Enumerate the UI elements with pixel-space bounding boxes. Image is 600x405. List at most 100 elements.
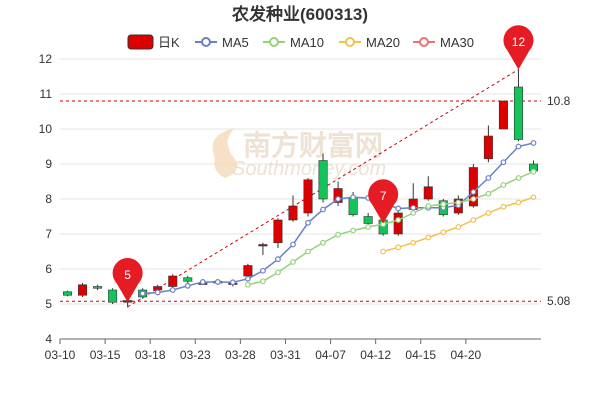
ma10-point [485, 190, 492, 197]
ma5-point [485, 175, 492, 181]
candle-body [153, 286, 163, 291]
x-tick-label: 04-07 [315, 348, 346, 362]
ma10-point [290, 259, 296, 265]
ma10-point [515, 175, 522, 181]
ma20-point [395, 244, 402, 251]
ma10-point [530, 168, 537, 175]
legend-label: MA5 [222, 35, 249, 50]
legend-symbol-candle [127, 34, 154, 50]
ref-line-label: 10.8 [547, 94, 571, 108]
x-tick-label: 03-31 [270, 348, 301, 362]
candle-body [468, 167, 478, 207]
ma5-point [184, 282, 191, 289]
ma5-point [500, 159, 507, 166]
ma5-point [275, 256, 281, 263]
ma20-point [380, 248, 387, 255]
ma20-point [515, 199, 522, 206]
ma5-point [169, 287, 176, 293]
legend-label: MA30 [440, 35, 474, 50]
candle-body [498, 100, 508, 130]
ma20-point [410, 239, 417, 246]
marker-label: 7 [380, 189, 387, 203]
ma5-point [470, 189, 477, 195]
ma20-point [455, 224, 462, 230]
candle-body [423, 186, 433, 200]
ma20-point [485, 210, 492, 216]
x-tick-label: 03-10 [45, 348, 76, 362]
candle-body [183, 277, 193, 282]
watermark-title: 南方财富网 [243, 129, 383, 161]
x-axis: 03-10 03-15 03-18 03-23 03-28 03-31 04-07 04-12… [45, 338, 541, 362]
marker-pin [368, 179, 399, 224]
marker-pin [112, 258, 143, 303]
ma10-point [260, 278, 266, 285]
ma10-point [335, 231, 341, 238]
legend-symbol-dot [419, 37, 429, 47]
candle-body [273, 219, 283, 244]
ma5-point [154, 289, 161, 296]
ma5-point [139, 290, 146, 297]
ma10-point [244, 281, 251, 288]
y-tick-label: 10 [39, 122, 53, 136]
ma5-point [214, 279, 221, 285]
y-axis: 4 5 6 7 8 9 10 11 12 [39, 52, 53, 346]
ma5-point [350, 194, 357, 201]
y-tick-label: 8 [45, 192, 52, 206]
ma5-point [199, 279, 206, 285]
ma5-point [260, 267, 266, 274]
ma5-point [515, 143, 522, 150]
marker-label: 5 [124, 268, 131, 282]
ma5-point [290, 241, 296, 248]
legend-label: MA10 [290, 35, 324, 50]
ma10-point [500, 182, 507, 188]
candle-body [333, 188, 343, 203]
x-tick-label: 03-18 [135, 348, 166, 362]
ma20-point [425, 234, 432, 241]
y-tick-label: 11 [40, 87, 53, 101]
legend-symbol-dot [201, 37, 211, 47]
y-tick-label: 5 [45, 297, 52, 311]
candle-body [393, 212, 403, 235]
ma10-point [410, 210, 417, 216]
moving-average-lines [139, 140, 537, 297]
candles [63, 69, 538, 308]
y-tick-label: 9 [45, 157, 52, 171]
ma10-point [365, 224, 372, 230]
ma5-point [244, 275, 251, 282]
ma10-point [425, 203, 432, 209]
candle-body [318, 160, 328, 200]
chart-title: 农发种业(600313) [231, 4, 368, 24]
ma20-point [530, 194, 537, 201]
ma10-point [440, 201, 447, 208]
candle-body [108, 289, 118, 303]
marker-label: 12 [512, 35, 526, 49]
candle-body [363, 216, 373, 224]
ma10-point [455, 199, 462, 206]
legend-symbol-dot [345, 37, 355, 47]
x-tick-label: 04-20 [450, 348, 481, 362]
legend-label: MA20 [366, 35, 400, 50]
candle-body [513, 86, 523, 140]
x-tick-label: 03-23 [180, 348, 211, 362]
y-tick-label: 7 [45, 227, 52, 241]
marker-pin [503, 25, 534, 70]
ma10-point [320, 239, 326, 246]
candle-body [168, 275, 178, 287]
ma10-point [395, 217, 402, 223]
ma20-point [470, 217, 477, 223]
watermark-subtitle: Southmoney.com [232, 158, 386, 180]
watermark-logo [212, 128, 238, 178]
ma5-point [229, 279, 236, 286]
candle-body [78, 284, 88, 296]
ma10-point [305, 248, 311, 255]
candle-body [93, 286, 103, 289]
legend-symbol-dot [269, 37, 279, 47]
x-tick-label: 04-15 [405, 348, 436, 362]
candle-body [258, 244, 268, 247]
x-tick-label: 03-15 [90, 348, 121, 362]
ma10-point [275, 269, 281, 276]
ma20-point [440, 229, 447, 236]
